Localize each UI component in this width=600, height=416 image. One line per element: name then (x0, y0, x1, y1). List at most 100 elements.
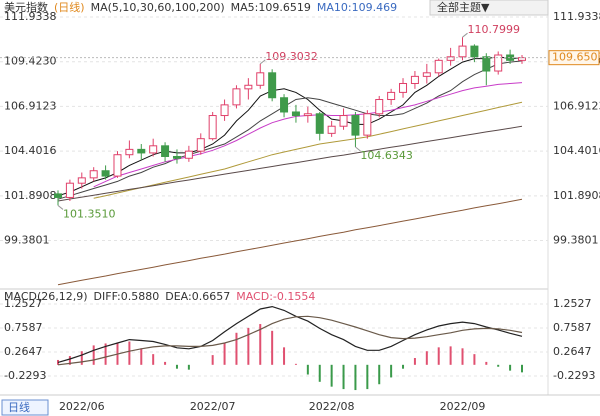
macd-bar (437, 347, 440, 365)
macd-bar (68, 356, 71, 365)
header-text: MACD(26,12,9) (4, 290, 88, 303)
ma-line (57, 125, 523, 202)
macd-line (57, 315, 523, 366)
candle-body (303, 113, 312, 117)
annotation-tick (259, 59, 266, 65)
candle-body (494, 54, 503, 72)
x-tick-label: 2022/09 (440, 400, 486, 413)
annotation-tick (57, 205, 64, 210)
candle-body (137, 148, 146, 154)
y-tick-label-right: 0.7587 (553, 321, 592, 334)
candle-body (482, 56, 491, 72)
annotation-tick (355, 146, 361, 152)
macd-bar (164, 361, 167, 365)
x-tick-label: 2022/06 (59, 400, 105, 413)
candle-body (268, 72, 277, 99)
macd-bar (223, 342, 226, 365)
candle-body (184, 150, 193, 159)
macd-bar (187, 364, 190, 370)
candle-body (161, 145, 170, 157)
macd-line (57, 305, 523, 363)
annotation-label: 101.3510 (63, 207, 116, 220)
macd-bar (92, 345, 95, 365)
annotation-label: 104.6343 (360, 149, 413, 162)
candle-body (89, 170, 98, 179)
candle-body (327, 125, 336, 134)
candle-body (149, 145, 158, 154)
macd-bar (497, 364, 500, 367)
y-tick-label-right: 104.4016 (553, 144, 600, 157)
header-text: MA10:109.469 (317, 1, 397, 14)
annotation-label: 110.7999 (468, 23, 521, 36)
macd-bar (271, 330, 274, 365)
header-text: (日线) (54, 0, 85, 14)
y-tick-label: 101.8908 (4, 189, 57, 202)
x-tick-label: 2022/08 (309, 400, 355, 413)
y-tick-label-right: 99.3801 (553, 234, 599, 247)
y-tick-label: 106.9123 (4, 99, 57, 112)
candle-body (339, 115, 348, 127)
period-tab-label[interactable]: 日线 (8, 400, 30, 414)
candle-body (232, 88, 241, 106)
candle-body (280, 97, 289, 113)
y-tick-label-right: 106.9123 (553, 99, 600, 112)
header-text: 美元指数 (4, 0, 48, 14)
ma-line (57, 60, 523, 200)
y-tick-label: 109.4230 (4, 55, 57, 68)
candle-body (375, 99, 384, 115)
candle-body (291, 111, 300, 117)
header-text: MACD:-0.1554 (236, 290, 315, 303)
y-tick-label: -0.2293 (4, 369, 46, 382)
y-tick-label-right: 0.2647 (553, 345, 592, 358)
last-price-label: 109.6503 (552, 51, 600, 64)
ma-line (57, 56, 523, 197)
candle-body (422, 72, 431, 77)
candle-body (315, 113, 324, 134)
macd-bar (402, 364, 405, 369)
macd-bar (140, 348, 143, 365)
macd-bar (152, 354, 155, 365)
candle-body (208, 115, 217, 140)
y-tick-label: 111.9338 (4, 10, 57, 23)
y-tick-label: 1.2527 (4, 297, 43, 310)
candle-body (387, 91, 396, 101)
macd-bar (378, 364, 381, 385)
candle-body (77, 177, 86, 184)
last-price-box (548, 50, 600, 66)
candle-body (101, 170, 110, 177)
y-tick-label: 99.3801 (4, 234, 50, 247)
candle-body (399, 82, 408, 93)
macd-bar (247, 327, 250, 365)
macd-bar (473, 354, 476, 365)
y-tick-label-right: 101.8908 (553, 189, 600, 202)
candle-body (65, 182, 74, 198)
macd-bar (318, 364, 321, 382)
macd-bar (175, 364, 178, 369)
theme-button-label[interactable]: 全部主题▼ (437, 0, 490, 14)
macd-bar (80, 351, 83, 365)
candle-body (256, 72, 265, 86)
y-tick-label-right: -0.2293 (553, 369, 595, 382)
candle-body (351, 115, 360, 136)
macd-bar (509, 364, 512, 371)
macd-bar (390, 364, 393, 378)
period-tab[interactable] (1, 399, 49, 416)
candle-body (410, 75, 419, 84)
y-tick-label: 104.4016 (4, 144, 57, 157)
macd-bar (354, 364, 357, 391)
candle-body (113, 154, 122, 177)
candle-body (434, 59, 443, 74)
macd-bar (294, 363, 297, 365)
macd-bar (104, 343, 107, 365)
macd-bar (485, 361, 488, 365)
macd-bar (425, 351, 428, 365)
candle-body (196, 138, 205, 152)
candle-body (172, 155, 181, 159)
macd-bar (211, 355, 214, 365)
macd-bar (366, 364, 369, 390)
y-tick-label-right: 1.2527 (553, 297, 592, 310)
macd-bar (449, 346, 452, 365)
theme-button[interactable] (429, 0, 549, 16)
header-text: DEA:0.6657 (165, 290, 230, 303)
